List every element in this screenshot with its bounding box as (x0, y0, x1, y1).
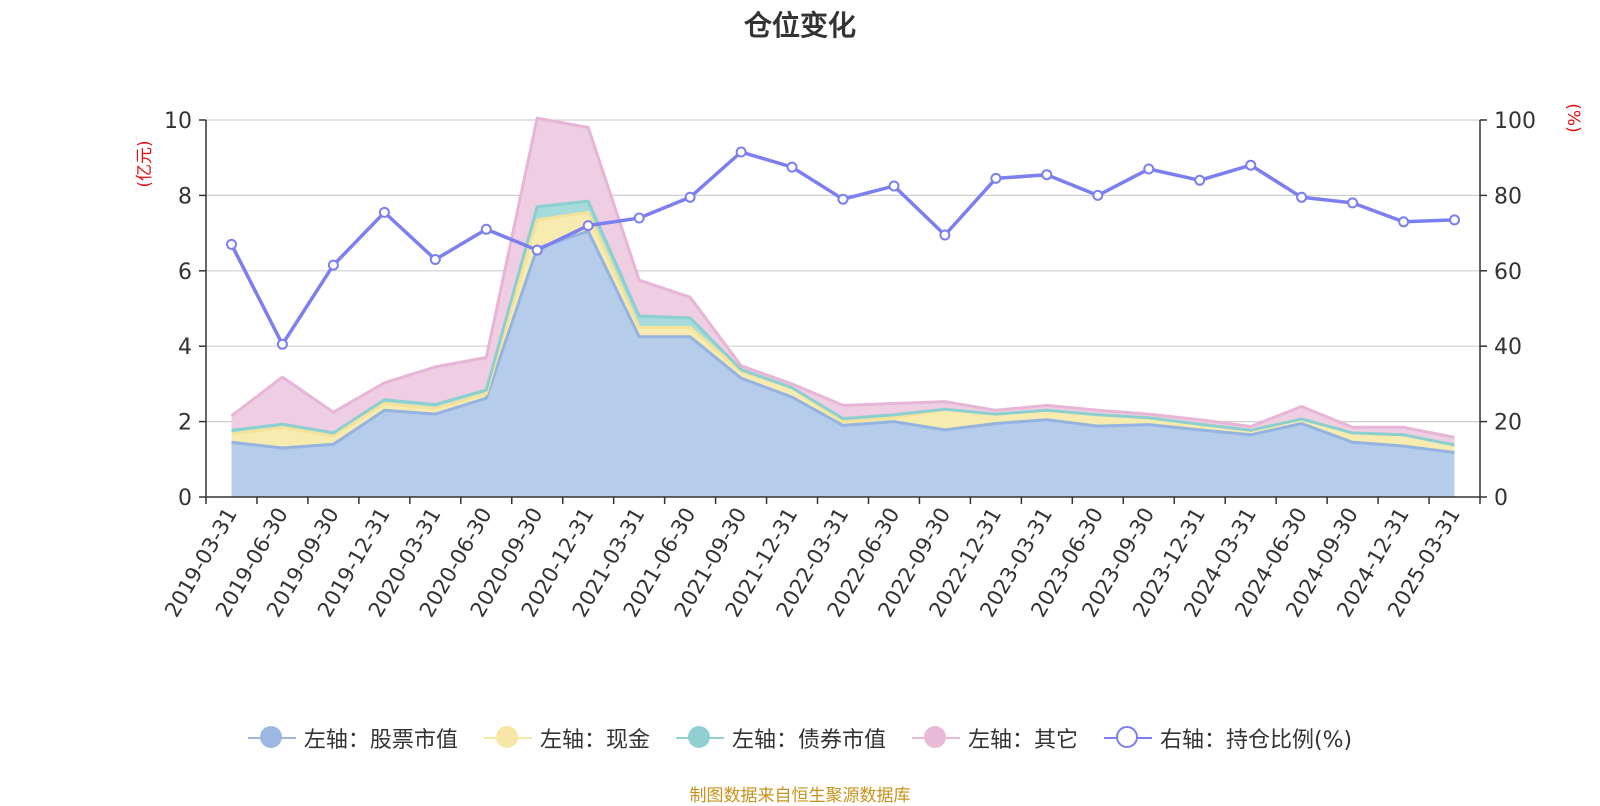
legend-item[interactable]: 左轴：现金 (483, 722, 650, 754)
position-ratio-point (1398, 216, 1410, 228)
left-axis-tick-label: 6 (178, 260, 192, 285)
position-ratio-point (888, 180, 900, 192)
legend-item[interactable]: 左轴：股票市值 (247, 722, 458, 754)
right-axis-unit: (%) (1563, 103, 1583, 132)
chart-title: 仓位变化 (743, 9, 856, 42)
legend-item[interactable]: 左轴：其它 (911, 722, 1078, 754)
legend-label: 左轴：现金 (539, 728, 650, 753)
position-ratio-point (226, 238, 237, 250)
position-ratio-point (990, 172, 1002, 184)
legend-item[interactable]: 右轴：持仓比例(%) (1103, 722, 1353, 754)
position-ratio-point (1041, 169, 1053, 181)
position-ratio-point (327, 259, 339, 271)
other-area-edge (230, 116, 1455, 439)
data-source-note: 制图数据来自恒生聚源数据库 (689, 786, 911, 806)
chart-legend: 左轴：股票市值 左轴：现金 左轴：债券市值 左轴：其它 右轴：持仓比例(%) (0, 722, 1600, 754)
right-axis-tick-label: 80 (1494, 184, 1522, 209)
position-ratio-point (1347, 197, 1359, 209)
right-axis-tick-label: 20 (1494, 411, 1522, 436)
legend-label: 右轴：持仓比例(%) (1159, 728, 1353, 753)
chart-plot: 0246810020406080100(亿元)(%)2019-03-312019… (135, 103, 1583, 621)
right-axis-tick-label: 100 (1494, 109, 1536, 134)
right-axis-tick-label: 40 (1494, 335, 1522, 360)
left-axis-tick-label: 10 (164, 109, 192, 134)
legend-marker-icon (483, 726, 532, 750)
legend-marker-icon (1103, 726, 1152, 750)
legend-label: 左轴：债券市值 (731, 728, 886, 753)
position-ratio-point (531, 244, 543, 256)
position-ratio-line (229, 150, 1455, 347)
position-ratio-point (1449, 214, 1460, 226)
position-ratio-point (1296, 191, 1308, 203)
left-axis-tick-label: 2 (178, 411, 192, 436)
position-ratio-point (378, 206, 390, 218)
legend-marker-icon (675, 726, 724, 750)
position-ratio-point (786, 161, 798, 173)
position-ratio-point (429, 254, 441, 265)
position-ratio-point (837, 193, 849, 205)
legend-item[interactable]: 左轴：债券市值 (675, 722, 886, 754)
legend-marker-icon (247, 726, 296, 750)
stock-value-area-edge (231, 229, 1455, 454)
left-axis-tick-label: 0 (178, 486, 192, 511)
position-ratio-point (1092, 189, 1104, 201)
position-ratio-point (684, 191, 696, 203)
left-axis-tick-label: 8 (178, 184, 192, 209)
position-ratio-point (480, 223, 492, 235)
position-ratio-point (939, 229, 951, 241)
right-axis-tick-label: 0 (1494, 486, 1508, 511)
position-ratio-point (276, 338, 288, 350)
bond-value-area-edge (231, 199, 1455, 447)
legend-label: 左轴：其它 (967, 728, 1078, 753)
position-ratio-point (1245, 159, 1257, 171)
position-ratio-point (735, 146, 747, 158)
legend-label: 左轴：股票市值 (303, 728, 458, 753)
right-axis-tick-label: 60 (1494, 260, 1522, 285)
left-axis-unit: (亿元) (135, 140, 155, 187)
position-ratio-point (582, 220, 594, 232)
left-axis-tick-label: 4 (178, 335, 192, 360)
position-ratio-point (1143, 163, 1155, 175)
stock-value-area (231, 231, 1455, 497)
legend-marker-icon (911, 726, 960, 750)
position-ratio-point (1194, 174, 1206, 186)
position-ratio-point (633, 212, 645, 224)
